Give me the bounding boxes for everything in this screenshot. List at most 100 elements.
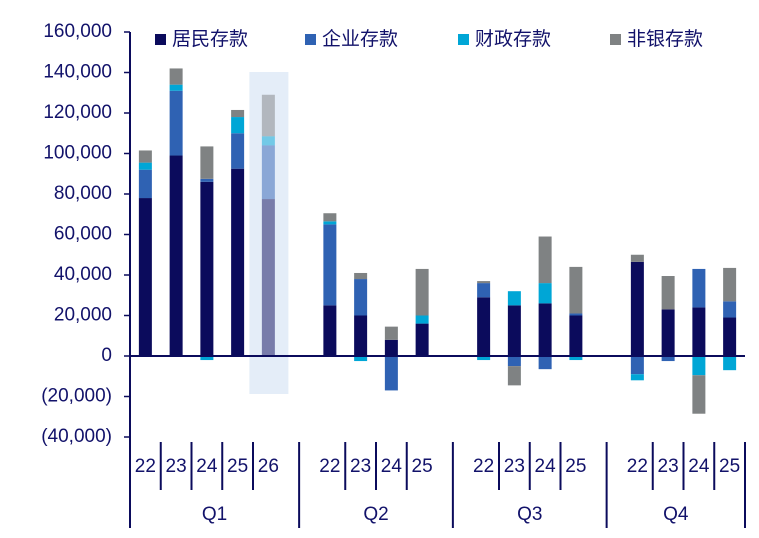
bar-segment bbox=[415, 323, 429, 356]
legend-label: 财政存款 bbox=[475, 28, 551, 50]
x-tick-label: 25 bbox=[412, 456, 433, 477]
bar-segment bbox=[138, 150, 152, 163]
bar-segment bbox=[569, 315, 583, 356]
bar-segment bbox=[261, 94, 275, 137]
bar-segment bbox=[507, 356, 521, 367]
x-tick-label: 22 bbox=[319, 456, 340, 477]
x-tick-label: 24 bbox=[381, 456, 403, 477]
y-tick-label: 20,000 bbox=[54, 305, 112, 326]
bar-segment bbox=[507, 305, 521, 356]
bar-segment bbox=[231, 133, 245, 169]
bar-segment bbox=[415, 315, 429, 324]
bar-segment bbox=[354, 315, 368, 356]
bar-segment bbox=[231, 117, 245, 134]
bar-segment bbox=[261, 199, 275, 356]
bar-segment bbox=[538, 283, 552, 304]
bar-segment bbox=[569, 356, 583, 361]
y-tick-label: 60,000 bbox=[54, 224, 112, 245]
x-tick-label: 23 bbox=[350, 456, 371, 477]
bar-segment bbox=[138, 169, 152, 199]
bar-segment bbox=[200, 178, 214, 182]
bar-segment bbox=[169, 68, 183, 85]
x-tick-label: 22 bbox=[135, 456, 156, 477]
x-tick-label: 22 bbox=[627, 456, 648, 477]
x-tick-label: 24 bbox=[196, 456, 218, 477]
bar-segment bbox=[323, 224, 337, 306]
bar-segment bbox=[231, 168, 245, 356]
bar-segment bbox=[538, 236, 552, 284]
bar-segment bbox=[692, 356, 706, 376]
bar-segment bbox=[692, 307, 706, 356]
legend-label: 居民存款 bbox=[172, 28, 248, 50]
x-tick-label: 23 bbox=[504, 456, 525, 477]
bar-segment bbox=[169, 84, 183, 91]
bar-segment bbox=[415, 268, 429, 316]
group-label: Q2 bbox=[363, 504, 388, 525]
x-tick-label: 26 bbox=[258, 456, 279, 477]
y-tick-label: 0 bbox=[101, 345, 112, 366]
bar-segment bbox=[477, 356, 491, 361]
x-tick-label: 24 bbox=[535, 456, 557, 477]
x-tick-label: 23 bbox=[166, 456, 187, 477]
y-tick-label: 120,000 bbox=[43, 102, 112, 123]
group-label: Q1 bbox=[202, 504, 227, 525]
legend-label: 非银存款 bbox=[627, 28, 703, 50]
bar-segment bbox=[507, 291, 521, 306]
bar-segment bbox=[692, 268, 706, 308]
bar-segment bbox=[384, 356, 398, 391]
bar-segment bbox=[723, 356, 737, 371]
bar-segment bbox=[723, 267, 737, 302]
bar-segment bbox=[261, 145, 275, 200]
legend-swatch bbox=[458, 34, 469, 45]
bar-segment bbox=[200, 146, 214, 179]
bar-segment bbox=[630, 254, 644, 262]
y-tick-label: (20,000) bbox=[41, 386, 112, 407]
bar-segment bbox=[169, 155, 183, 356]
bar-segment bbox=[630, 261, 644, 356]
bar-segment bbox=[231, 109, 245, 118]
bar-segment bbox=[200, 356, 214, 361]
legend-swatch bbox=[155, 34, 166, 45]
legend-swatch bbox=[305, 34, 316, 45]
bar-segment bbox=[507, 366, 521, 386]
bar-segment bbox=[661, 309, 675, 356]
x-tick-label: 25 bbox=[227, 456, 248, 477]
bar-segment bbox=[323, 305, 337, 356]
bar-segment bbox=[538, 356, 552, 370]
bar-segment bbox=[692, 375, 706, 414]
y-tick-label: 80,000 bbox=[54, 183, 112, 204]
bar-segment bbox=[661, 276, 675, 310]
bar-segment bbox=[661, 356, 675, 362]
legend-label: 企业存款 bbox=[322, 28, 398, 50]
group-label: Q3 bbox=[517, 504, 542, 525]
bar-segment bbox=[323, 213, 337, 222]
y-tick-label: (40,000) bbox=[41, 426, 112, 447]
bar-segment bbox=[384, 339, 398, 356]
y-tick-label: 140,000 bbox=[43, 62, 112, 83]
y-tick-label: 40,000 bbox=[54, 264, 112, 285]
legend-swatch bbox=[610, 34, 621, 45]
bar-segment bbox=[323, 221, 337, 225]
x-tick-label: 25 bbox=[565, 456, 586, 477]
bar-segment bbox=[630, 356, 644, 375]
bar-segment bbox=[384, 326, 398, 340]
bar-segment bbox=[354, 279, 368, 316]
bar-segment bbox=[354, 272, 368, 280]
bar-segment bbox=[538, 303, 552, 356]
bar-segment bbox=[723, 301, 737, 318]
x-tick-label: 22 bbox=[473, 456, 494, 477]
y-tick-label: 160,000 bbox=[43, 21, 112, 42]
bar-segment bbox=[261, 136, 275, 146]
bar-segment bbox=[477, 297, 491, 356]
bar-segment bbox=[723, 317, 737, 356]
x-tick-label: 25 bbox=[719, 456, 740, 477]
bar-segment bbox=[569, 266, 583, 314]
bar-segment bbox=[138, 162, 152, 170]
bar-segment bbox=[477, 283, 491, 298]
bar-segment bbox=[630, 374, 644, 381]
y-tick-label: 100,000 bbox=[43, 143, 112, 164]
x-tick-label: 23 bbox=[658, 456, 679, 477]
bar-segment bbox=[569, 313, 583, 316]
group-label: Q4 bbox=[663, 504, 689, 525]
